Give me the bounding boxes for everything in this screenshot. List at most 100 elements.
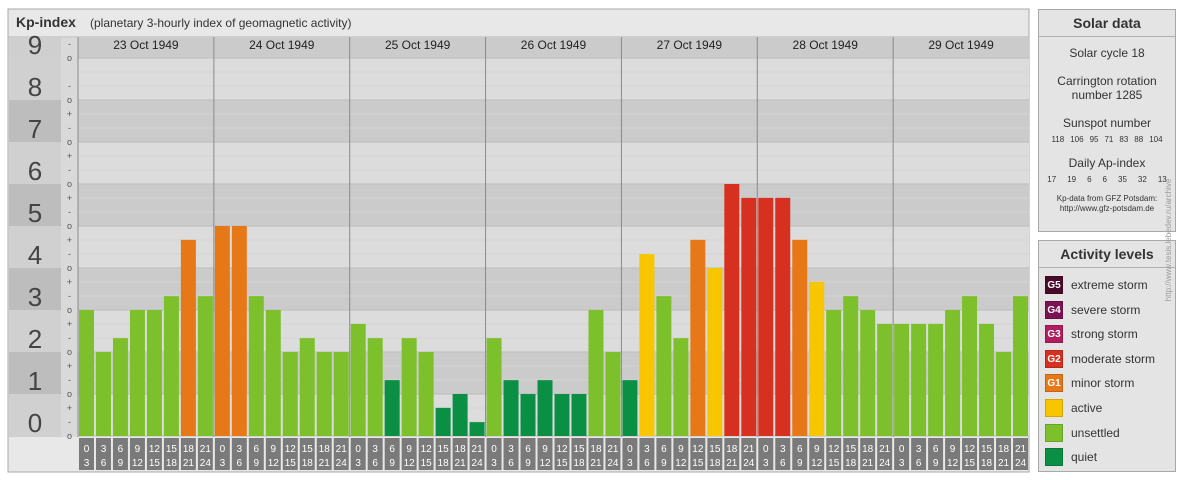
hour-start-label: 0 xyxy=(355,444,361,455)
kp-bar xyxy=(129,310,145,436)
hour-start-label: 3 xyxy=(101,444,107,455)
hour-box xyxy=(826,438,842,470)
hour-start-label: 18 xyxy=(590,444,602,455)
kp-bar xyxy=(792,239,808,436)
hour-box xyxy=(656,438,672,470)
kp-bar xyxy=(911,323,927,436)
minor-tick-label: - xyxy=(68,417,71,427)
solar-data-panel: Solar data Solar cycle 18 Carrington rot… xyxy=(1038,9,1176,232)
hour-box xyxy=(129,438,145,470)
hour-box xyxy=(265,438,281,470)
kp-bar xyxy=(826,310,842,436)
hour-end-label: 24 xyxy=(1015,458,1027,469)
day-label: 28 Oct 1949 xyxy=(793,38,859,52)
hour-start-label: 6 xyxy=(118,444,124,455)
level-item-moderate-storm: G2 moderate storm xyxy=(1045,349,1175,369)
hour-start-label: 3 xyxy=(916,444,922,455)
ap-value: 6 xyxy=(1087,175,1092,184)
minor-tick-label: o xyxy=(67,305,72,315)
level-swatch: G5 xyxy=(1045,276,1063,294)
kp-bar xyxy=(639,254,655,436)
kp-bar xyxy=(384,380,400,436)
hour-box xyxy=(180,438,196,470)
hour-end-label: 18 xyxy=(981,458,993,469)
hour-start-label: 3 xyxy=(644,444,650,455)
sunspot-numbers: 118 106 95 71 83 88 104 xyxy=(1039,135,1175,144)
sunspot-title: Sunspot number xyxy=(1062,116,1152,130)
hour-box xyxy=(333,438,349,470)
kp-bar xyxy=(418,352,434,436)
hour-start-label: 9 xyxy=(271,444,277,455)
level-label: extreme storm xyxy=(1071,278,1148,292)
hour-box xyxy=(945,438,961,470)
y-tick-label: 3 xyxy=(28,282,42,312)
kp-bar xyxy=(401,338,417,436)
sunspot-value: 83 xyxy=(1119,135,1129,144)
hour-end-label: 12 xyxy=(132,458,144,469)
minor-tick-label: o xyxy=(67,263,72,273)
hour-box xyxy=(146,438,162,470)
hour-box xyxy=(469,438,485,470)
hour-end-label: 21 xyxy=(590,458,602,469)
hour-end-label: 21 xyxy=(183,458,195,469)
level-item-minor-storm: G1 minor storm xyxy=(1045,373,1175,393)
minor-tick-label: + xyxy=(67,319,72,329)
hour-box xyxy=(724,438,740,470)
kp-bar xyxy=(877,323,893,436)
hour-end-label: 12 xyxy=(539,458,551,469)
solar-data-title: Solar data xyxy=(1039,10,1175,37)
kp-bar xyxy=(554,394,570,436)
hour-start-label: 21 xyxy=(336,444,348,455)
kp-bar xyxy=(282,352,298,436)
hour-end-label: 21 xyxy=(998,458,1010,469)
hour-box xyxy=(367,438,383,470)
minor-tick-label: o xyxy=(67,137,72,147)
kp-bar xyxy=(996,352,1012,436)
minor-tick-label: o xyxy=(67,389,72,399)
y-tick-label: 2 xyxy=(28,324,42,354)
hour-start-label: 21 xyxy=(607,444,619,455)
chart-title: Kp-index xyxy=(16,14,76,30)
hour-box xyxy=(282,438,298,470)
hour-start-label: 12 xyxy=(692,444,704,455)
level-item-severe-storm: G4 severe storm xyxy=(1045,300,1175,320)
hour-start-label: 0 xyxy=(220,444,226,455)
level-label: unsettled xyxy=(1071,425,1120,440)
minor-tick-label: + xyxy=(67,277,72,287)
hour-end-label: 15 xyxy=(285,458,297,469)
kp-bar xyxy=(809,281,825,436)
minor-axis-band xyxy=(61,38,78,437)
hour-end-label: 24 xyxy=(336,458,348,469)
source-link[interactable]: http://www.gfz-potsdam.de xyxy=(1059,204,1155,213)
minor-tick-label: + xyxy=(67,151,72,161)
minor-tick-label: - xyxy=(68,81,71,91)
sunspot-value: 71 xyxy=(1104,135,1114,144)
hour-end-label: 6 xyxy=(237,458,243,469)
hour-box xyxy=(894,438,910,470)
kp-bar xyxy=(503,380,519,436)
hour-end-label: 12 xyxy=(947,458,959,469)
hour-end-label: 6 xyxy=(372,458,378,469)
y-tick-label: 9 xyxy=(28,30,42,60)
hour-end-label: 24 xyxy=(472,458,484,469)
hour-box xyxy=(860,438,876,470)
hour-end-label: 3 xyxy=(899,458,905,469)
hour-box xyxy=(418,438,434,470)
hour-box xyxy=(775,438,791,470)
level-swatch: G3 xyxy=(1045,325,1063,344)
hour-start-label: 21 xyxy=(743,444,755,455)
hour-box xyxy=(112,438,128,470)
hour-box xyxy=(537,438,553,470)
hour-end-label: 15 xyxy=(149,458,161,469)
hour-start-label: 18 xyxy=(183,444,195,455)
kp-bar xyxy=(469,422,485,436)
minor-tick-label: o xyxy=(67,431,72,441)
y-tick-label: 5 xyxy=(28,198,42,228)
hour-start-label: 6 xyxy=(254,444,260,455)
hour-end-label: 9 xyxy=(389,458,395,469)
hour-box xyxy=(503,438,519,470)
hour-start-label: 3 xyxy=(508,444,514,455)
hour-start-label: 15 xyxy=(981,444,993,455)
hour-end-label: 6 xyxy=(644,458,650,469)
hour-start-label: 3 xyxy=(780,444,786,455)
